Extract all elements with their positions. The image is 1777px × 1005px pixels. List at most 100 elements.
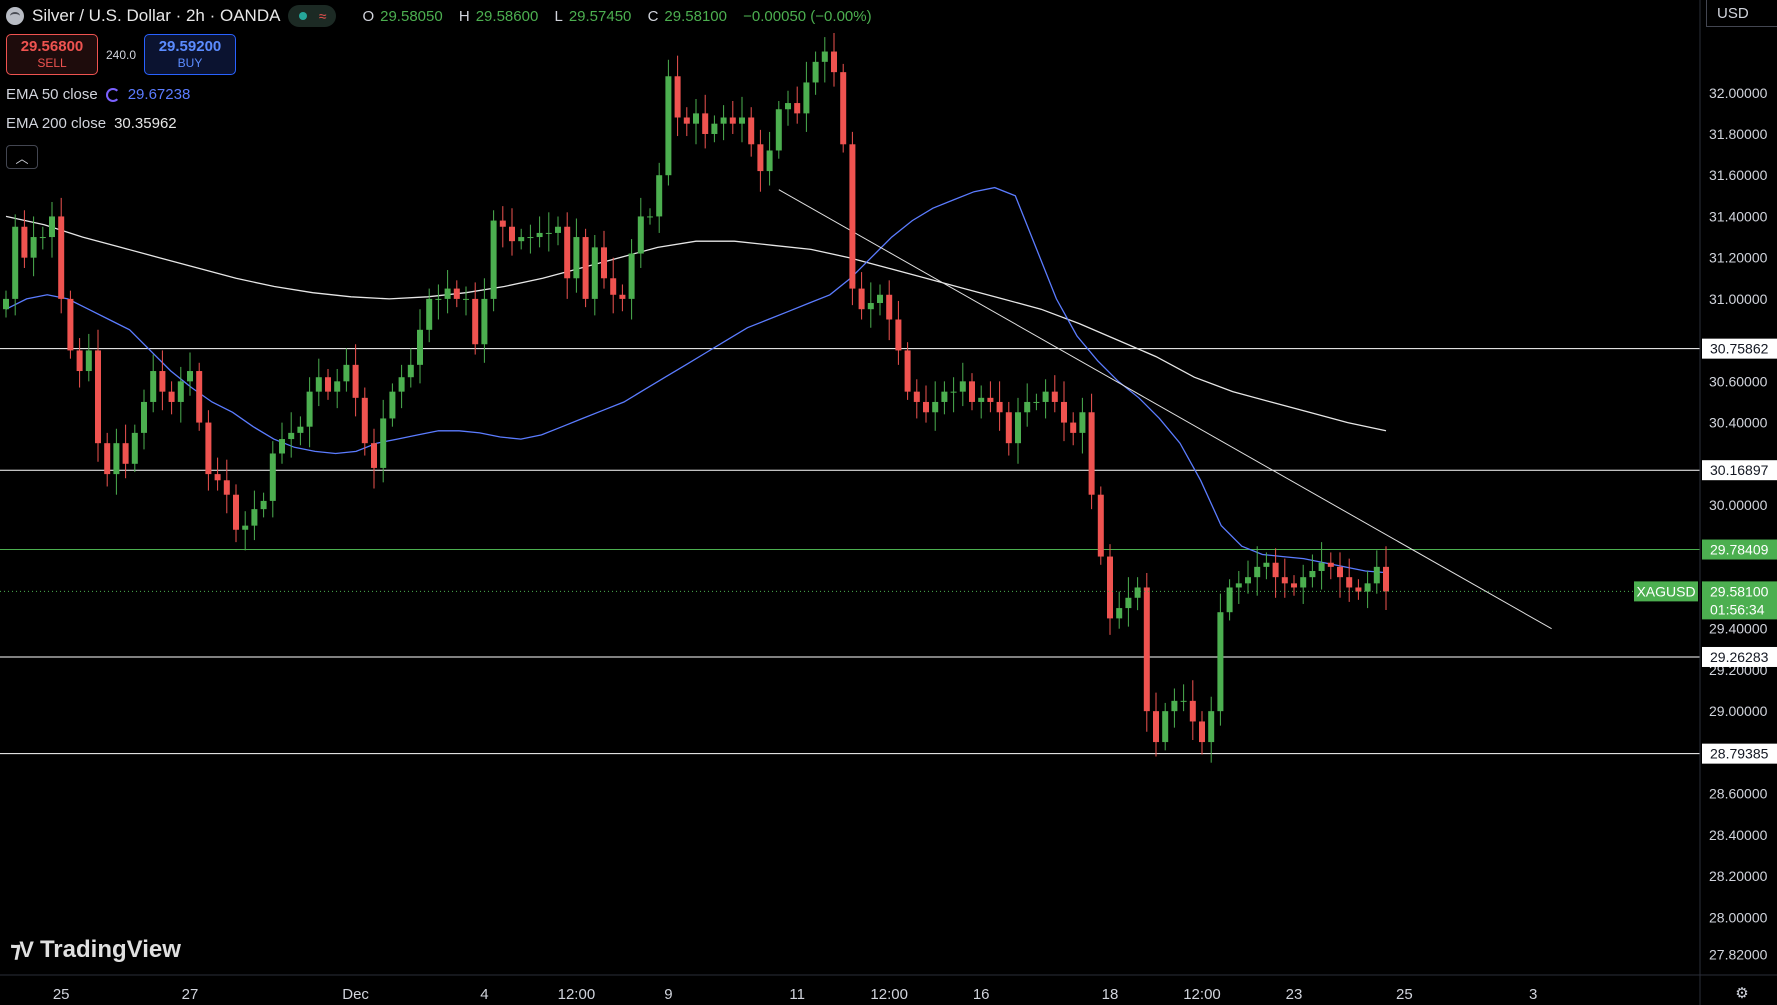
candle-body [380, 418, 387, 468]
candle [647, 208, 653, 225]
candle [739, 96, 745, 143]
candle-body [840, 72, 847, 145]
candle [3, 290, 9, 318]
candle [279, 422, 285, 464]
candle [95, 329, 101, 462]
ema50-label: EMA 50 close [6, 86, 98, 103]
candle [453, 280, 460, 308]
candle [509, 208, 515, 256]
candle-body [269, 453, 276, 501]
key-level-badge-3 [1702, 646, 1777, 667]
candle [21, 210, 28, 268]
currency-selector[interactable]: USD [1706, 0, 1777, 27]
candle [334, 368, 341, 409]
candle-body [950, 391, 957, 393]
candle-body [223, 480, 230, 495]
candle-body [343, 364, 350, 382]
candle [297, 416, 304, 446]
candle-body [628, 253, 635, 299]
candle [794, 86, 801, 124]
symbol-title[interactable]: Silver / U.S. Dollar · 2h · OANDA [32, 6, 281, 25]
candle-body [490, 220, 497, 299]
candle [785, 90, 791, 126]
last-price-label: 29.58100 [1710, 583, 1769, 599]
candle-body [1005, 412, 1012, 444]
candle [407, 348, 414, 388]
trendline[interactable] [778, 189, 1552, 630]
key-level-badge-label-3: 29.26283 [1710, 649, 1769, 665]
candle-body [739, 117, 745, 124]
time-tick-label-0: 25 [53, 986, 70, 1003]
time-axis[interactable]: 25 27 Dec 4 12:00 9 11 12:00 16 18 12:00 23 25 3 [53, 986, 1538, 1003]
candle-body [867, 303, 874, 310]
candle [1097, 486, 1104, 565]
price-tick-label-12: 28.60000 [1709, 786, 1768, 802]
candle [1107, 544, 1113, 635]
candle [1042, 379, 1049, 419]
time-tick-label-2: Dec [342, 986, 369, 1003]
candle [564, 212, 571, 299]
candle [233, 484, 239, 543]
candle-body [1088, 412, 1095, 495]
candle [1254, 546, 1261, 596]
candle-body [463, 298, 469, 300]
ema200-label: EMA 200 close [6, 115, 107, 132]
candle [923, 385, 929, 423]
candle [711, 115, 718, 143]
market-status[interactable]: ≈ [288, 5, 337, 27]
price-axis[interactable]: 32.00000 31.80000 31.60000 31.40000 31.20000… [1709, 85, 1768, 963]
loading-icon [105, 87, 120, 102]
candle [1199, 711, 1205, 755]
price-tick-label-0: 32.00000 [1709, 85, 1768, 101]
candle [555, 216, 561, 246]
ema200-path [5, 215, 1387, 432]
candle [150, 354, 157, 413]
candle-body [1024, 401, 1031, 413]
sell-button[interactable]: 29.56800 SELL [6, 34, 98, 75]
candle-body [693, 113, 699, 124]
time-tick-label-8: 16 [973, 986, 990, 1003]
candle-body [1125, 597, 1132, 609]
silver-symbol-icon [6, 7, 24, 25]
candle-body [481, 298, 488, 345]
candle [1364, 570, 1371, 609]
candle [536, 216, 543, 248]
price-tick-label-15: 28.00000 [1709, 909, 1768, 925]
candle [315, 358, 322, 407]
collapse-indicators-button[interactable]: ︿ [6, 145, 38, 169]
candle-body [435, 298, 442, 300]
candle [959, 362, 966, 407]
candle [693, 98, 699, 145]
candle-body [453, 288, 460, 299]
chart-settings-icon[interactable]: ⚙ [1735, 985, 1749, 1002]
key-level-badge-2 [1702, 539, 1777, 560]
price-tick-label-4: 31.20000 [1709, 250, 1768, 266]
candle-body [803, 82, 810, 114]
candle-body [913, 391, 920, 402]
candle-body [785, 103, 791, 110]
tradingview-logo[interactable]: ⁊V TradingView [10, 936, 181, 964]
buy-button[interactable]: 29.59200 BUY [144, 34, 236, 75]
candle [840, 63, 847, 153]
candle [757, 129, 764, 192]
candle-body [1327, 562, 1334, 567]
candle-body [407, 364, 414, 378]
candle-body [527, 237, 534, 239]
ohlc-close-key: C [647, 7, 659, 25]
candle [702, 94, 709, 149]
candle-body [1116, 608, 1123, 619]
candle-body [1162, 711, 1169, 743]
candle-body [831, 51, 837, 73]
ohlc-low: 29.57450 [568, 7, 632, 25]
candle-body [444, 288, 451, 299]
indicator-ema200[interactable]: EMA 200 close 30.35962 [6, 115, 177, 132]
indicator-ema50[interactable]: EMA 50 close 29.67238 [6, 86, 190, 103]
candle [380, 399, 387, 483]
candle [582, 228, 589, 308]
candle-body [1272, 562, 1279, 578]
time-tick-label-6: 11 [789, 986, 805, 1003]
time-tick-label-9: 18 [1102, 986, 1119, 1003]
candle [1208, 696, 1215, 763]
candle [831, 32, 837, 87]
